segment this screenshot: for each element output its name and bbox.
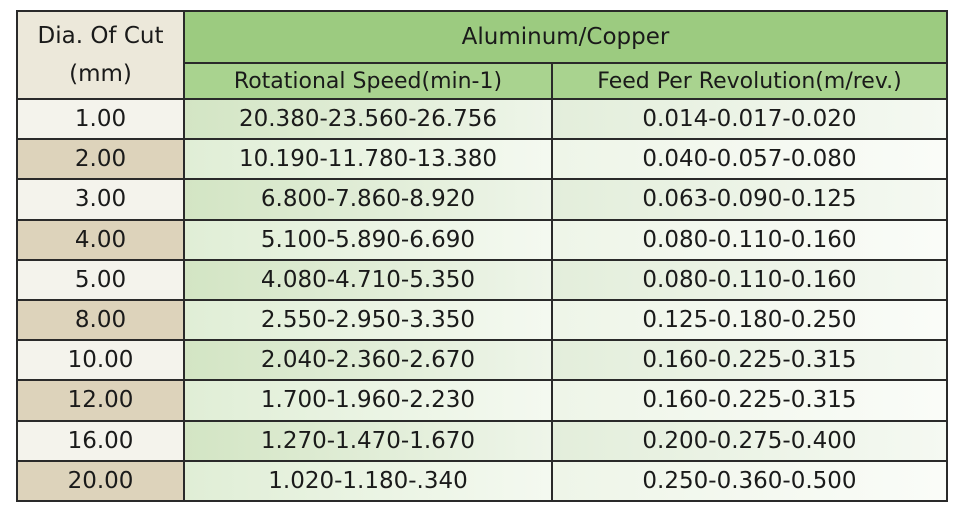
diameter-cell: 10.00 (18, 341, 183, 380)
value-cell: 2.040-2.360-2.670 (185, 341, 551, 380)
value-cell: 0.160-0.225-0.315 (553, 341, 946, 380)
diameter-cell: 5.00 (18, 260, 183, 299)
value-cell: 0.014-0.017-0.020 (553, 100, 946, 139)
value-cell: 1.700-1.960-2.230 (185, 381, 551, 420)
value-cell: 0.125-0.180-0.250 (553, 301, 946, 340)
value-cell: 0.250-0.360-0.500 (553, 461, 946, 500)
diameter-cell: 20.00 (18, 461, 183, 500)
header-text: (mm) (69, 61, 132, 87)
value-cell: 10.190-11.780-13.380 (185, 140, 551, 179)
header-column: Feed Per Revolution(m/rev.) (553, 64, 946, 98)
diameter-cell: 3.00 (18, 180, 183, 219)
table: Dia. Of Cut (mm) Aluminum/Copper Rotatio… (16, 10, 948, 502)
diameter-cell: 1.00 (18, 100, 183, 139)
diameter-cell: 2.00 (18, 140, 183, 179)
value-cell: 0.080-0.110-0.160 (553, 260, 946, 299)
value-cell: 0.160-0.225-0.315 (553, 381, 946, 420)
value-cell: 2.550-2.950-3.350 (185, 301, 551, 340)
value-cell: 1.270-1.470-1.670 (185, 421, 551, 460)
diameter-cell: 16.00 (18, 421, 183, 460)
value-cell: 0.080-0.110-0.160 (553, 220, 946, 259)
value-cell: 6.800-7.860-8.920 (185, 180, 551, 219)
value-cell: 20.380-23.560-26.756 (185, 100, 551, 139)
value-cell: 0.063-0.090-0.125 (553, 180, 946, 219)
value-cell: 5.100-5.890-6.690 (185, 220, 551, 259)
header-group: Aluminum/Copper (185, 12, 946, 62)
diameter-cell: 12.00 (18, 381, 183, 420)
header-text: Dia. Of Cut (37, 23, 164, 49)
value-cell: 4.080-4.710-5.350 (185, 260, 551, 299)
value-cell: 1.020-1.180-.340 (185, 461, 551, 500)
header-column: Rotational Speed(min-1) (185, 64, 551, 98)
diameter-cell: 4.00 (18, 220, 183, 259)
value-cell: 0.200-0.275-0.400 (553, 421, 946, 460)
diameter-cell: 8.00 (18, 301, 183, 340)
header-diameter: Dia. Of Cut (mm) (18, 12, 183, 98)
value-cell: 0.040-0.057-0.080 (553, 140, 946, 179)
